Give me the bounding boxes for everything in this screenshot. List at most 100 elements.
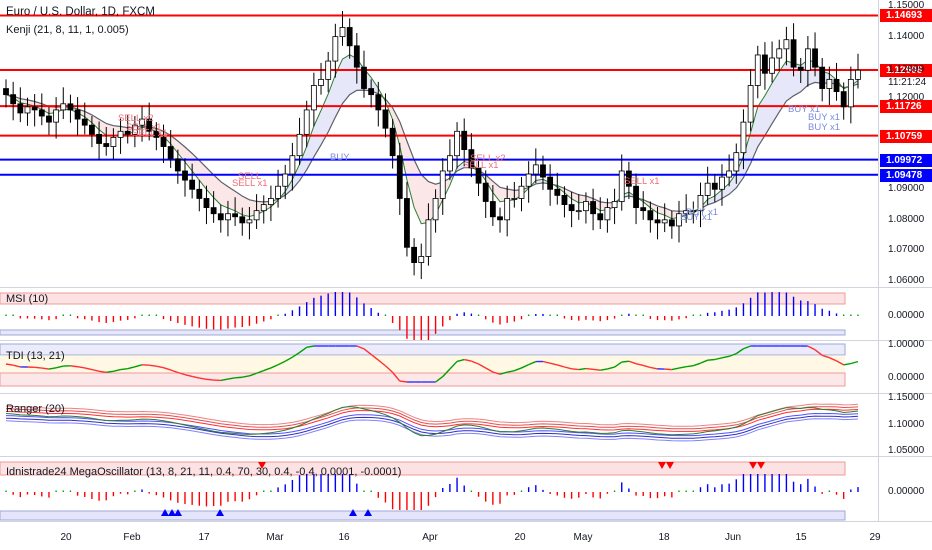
candle-body bbox=[396, 155, 403, 199]
tdi-line-segment bbox=[557, 364, 565, 368]
price-axis-tick: 1.08000 bbox=[888, 213, 925, 225]
kenji-band-segment bbox=[772, 71, 780, 124]
tdi-line-segment bbox=[464, 358, 472, 362]
tdi-line-segment bbox=[600, 368, 608, 371]
kenji-indicator-label[interactable]: Kenji (21, 8, 11, 1, 0.005) bbox=[6, 24, 129, 36]
tdi-line-segment bbox=[564, 366, 572, 370]
megaoscillator-pane-label[interactable]: Idnistrade24 MegaOscillator (13, 8, 21, … bbox=[6, 466, 402, 478]
symbol-title[interactable]: Euro / U.S. Dollar, 1D, FXCM bbox=[6, 6, 155, 18]
candle-body bbox=[833, 78, 840, 92]
ranger-band-line bbox=[5, 412, 859, 437]
tdi-line-segment bbox=[5, 363, 14, 366]
price-axis-tick: 1.07000 bbox=[888, 244, 925, 256]
candle-body bbox=[310, 85, 317, 111]
tdi-line-segment bbox=[84, 367, 93, 371]
candle-body bbox=[296, 133, 303, 157]
time-axis-tick: 15 bbox=[795, 532, 807, 543]
ranger-band-line bbox=[5, 403, 859, 427]
tdi-line-segment bbox=[664, 368, 672, 371]
candle-body bbox=[561, 195, 568, 205]
candle-body bbox=[704, 182, 711, 196]
tdi-line-segment bbox=[34, 366, 42, 369]
candle-body bbox=[482, 182, 489, 202]
kenji-band-segment bbox=[235, 191, 243, 215]
tdi-line-segment bbox=[242, 375, 250, 378]
candle-body bbox=[625, 170, 632, 187]
tdi-line-segment bbox=[650, 366, 658, 370]
candle-body bbox=[439, 170, 446, 199]
tdi-line-segment bbox=[693, 362, 701, 367]
candle-body bbox=[640, 207, 647, 212]
time-axis-tick: Mar bbox=[266, 532, 284, 543]
tdi-line-segment bbox=[127, 366, 136, 370]
candle-body bbox=[804, 48, 811, 71]
tdi-line-segment bbox=[370, 353, 379, 361]
sell-signal-label: SELL x1 bbox=[624, 176, 660, 187]
candle-body bbox=[167, 146, 174, 160]
candle-body bbox=[847, 78, 854, 108]
tdi-line-segment bbox=[850, 360, 859, 365]
tdi-line-segment bbox=[235, 376, 243, 379]
candle-body bbox=[461, 130, 468, 151]
tdi-line-segment bbox=[284, 356, 293, 362]
candle-body bbox=[124, 130, 131, 135]
msi-pane-label[interactable]: MSI (10) bbox=[6, 293, 49, 305]
level-price-tag: 1.10759 bbox=[880, 129, 932, 143]
tdi-line-segment bbox=[707, 358, 715, 361]
candle-body bbox=[855, 69, 861, 80]
tdi-line-segment bbox=[435, 376, 444, 383]
candle-body bbox=[81, 118, 88, 126]
tdi-line-segment bbox=[227, 377, 236, 380]
mega-sell-arrow bbox=[258, 462, 266, 469]
ranger-band-line bbox=[5, 406, 859, 430]
candle-body bbox=[776, 48, 783, 59]
time-axis-tick: 29 bbox=[869, 532, 881, 543]
candle-body bbox=[10, 94, 17, 105]
candle-body bbox=[203, 198, 210, 209]
mega-sell-arrow bbox=[658, 462, 666, 469]
tdi-pane-label[interactable]: TDI (13, 21) bbox=[6, 350, 65, 362]
ranger-pane-label[interactable]: Ranger (20) bbox=[6, 403, 65, 415]
candle-body bbox=[690, 210, 697, 213]
candle-body bbox=[131, 124, 138, 135]
candle-body bbox=[754, 54, 761, 86]
tdi-line-segment bbox=[55, 365, 64, 369]
candle-body bbox=[146, 118, 153, 132]
candle-body bbox=[46, 115, 52, 123]
tdi-line-segment bbox=[392, 371, 401, 382]
tdi-line-segment bbox=[277, 360, 286, 366]
candle-body bbox=[103, 143, 110, 147]
candle-body bbox=[597, 213, 604, 221]
candle-body bbox=[668, 219, 675, 227]
mega-buy-arrow bbox=[349, 509, 357, 516]
candle-body bbox=[661, 219, 668, 224]
tdi-line-segment bbox=[578, 367, 587, 371]
tdi-line-segment bbox=[256, 369, 264, 374]
candle-body bbox=[217, 213, 224, 221]
candle-body bbox=[575, 210, 582, 213]
tdi-line-segment bbox=[571, 368, 579, 371]
kenji-band-segment bbox=[757, 95, 765, 147]
mega-buy-arrow bbox=[168, 509, 176, 516]
msi-lower-zone bbox=[0, 329, 846, 336]
kenji-band-segment bbox=[220, 181, 228, 208]
candle-body bbox=[289, 155, 296, 175]
kenji-band-segment bbox=[313, 110, 322, 157]
tdi-line-segment bbox=[70, 365, 78, 368]
candle-body bbox=[769, 57, 775, 74]
kenji-band-segment bbox=[507, 188, 515, 201]
kenji-band-segment bbox=[99, 119, 107, 136]
candle-body bbox=[547, 176, 554, 190]
tdi-line-segment bbox=[499, 371, 508, 375]
candle-body bbox=[89, 124, 95, 135]
candle-body bbox=[275, 185, 281, 199]
candle-body bbox=[840, 91, 847, 108]
candle-body bbox=[618, 170, 625, 202]
candle-body bbox=[253, 210, 260, 221]
candle-body bbox=[17, 103, 24, 114]
candle-body bbox=[24, 106, 31, 114]
candle-body bbox=[411, 246, 418, 263]
tdi-line-segment bbox=[184, 373, 193, 378]
candle-body bbox=[117, 130, 124, 138]
tdi-line-segment bbox=[220, 378, 229, 382]
